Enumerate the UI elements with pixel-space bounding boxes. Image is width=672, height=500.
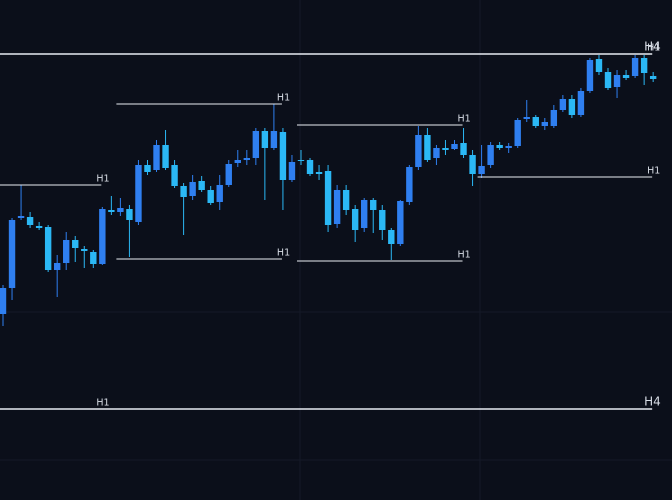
level-label: H1 — [277, 248, 290, 259]
candle-body — [72, 240, 79, 248]
candle-body — [117, 208, 124, 212]
candle-body — [44, 227, 52, 270]
candle-body — [315, 172, 323, 174]
candle-body — [162, 145, 169, 168]
candle-body — [261, 131, 269, 148]
candle-body — [108, 210, 115, 212]
candle-body — [640, 58, 648, 73]
candle-body — [604, 72, 612, 88]
candle-body — [207, 190, 214, 203]
candle-body — [442, 148, 449, 150]
candle-body — [99, 209, 106, 264]
candle-body — [523, 117, 530, 119]
candle-body — [595, 59, 603, 72]
candle-body — [297, 160, 305, 161]
level-label: H1 — [647, 166, 660, 177]
candle-body — [586, 60, 594, 91]
candle-body — [415, 135, 422, 167]
candle-body — [361, 200, 368, 228]
candle-body — [613, 75, 621, 87]
level-label: H1 — [458, 114, 471, 125]
candle-body — [35, 226, 43, 228]
candle-body — [135, 165, 142, 222]
candle-body — [17, 216, 25, 218]
candle-body — [559, 99, 567, 110]
candle-body — [550, 110, 558, 126]
candle-body — [541, 122, 548, 126]
candle-body — [243, 158, 251, 160]
candle-body — [406, 167, 413, 202]
candle-body — [622, 75, 630, 78]
candle-body — [433, 148, 440, 158]
candle-body — [216, 185, 223, 202]
candle-body — [189, 182, 196, 196]
candle-body — [424, 135, 431, 160]
candle-body — [324, 171, 332, 225]
candle-body — [26, 217, 34, 225]
candle-body — [126, 209, 133, 220]
candle-body — [379, 210, 386, 230]
candle-body — [306, 160, 314, 174]
candle-body — [397, 201, 404, 244]
level-label: H4 — [644, 40, 661, 54]
candle-body — [234, 160, 241, 163]
candle-body — [478, 166, 485, 174]
candle-body — [90, 252, 97, 264]
candle-body — [279, 132, 287, 180]
level-label: H1 — [458, 250, 471, 261]
candle-body — [270, 131, 278, 148]
candle-body — [225, 164, 232, 185]
candle-body — [252, 131, 260, 158]
candle-body — [144, 165, 151, 172]
candle-body — [514, 120, 521, 146]
candle-body — [487, 145, 494, 165]
candle-body — [370, 200, 377, 210]
candle-body — [568, 99, 576, 115]
candle-body — [180, 186, 187, 197]
candle-body — [342, 190, 350, 210]
candle-body — [198, 181, 205, 190]
candle-body — [577, 91, 585, 115]
candle-body — [388, 230, 395, 244]
level-label: H1 — [647, 43, 660, 54]
level-label: H1 — [277, 93, 290, 104]
candle-body — [288, 162, 296, 180]
candle-body — [81, 249, 88, 251]
candle-body — [469, 155, 476, 174]
level-label: H1 — [96, 174, 109, 185]
candle-body — [496, 145, 503, 148]
candle-body — [0, 288, 7, 314]
level-label: H4 — [644, 395, 661, 409]
candle-body — [63, 240, 70, 263]
candle-body — [53, 263, 61, 270]
candle-body — [532, 117, 539, 126]
candle-body — [351, 209, 359, 230]
candle-body — [153, 145, 160, 170]
candle-body — [171, 165, 178, 186]
candle-body — [505, 146, 512, 148]
candle-body — [333, 190, 341, 224]
candle-body — [8, 220, 16, 288]
candle-body — [460, 143, 467, 155]
candle-body — [631, 58, 639, 76]
candle-body — [451, 144, 458, 149]
level-label: H1 — [96, 398, 109, 409]
candle-body — [649, 76, 657, 79]
